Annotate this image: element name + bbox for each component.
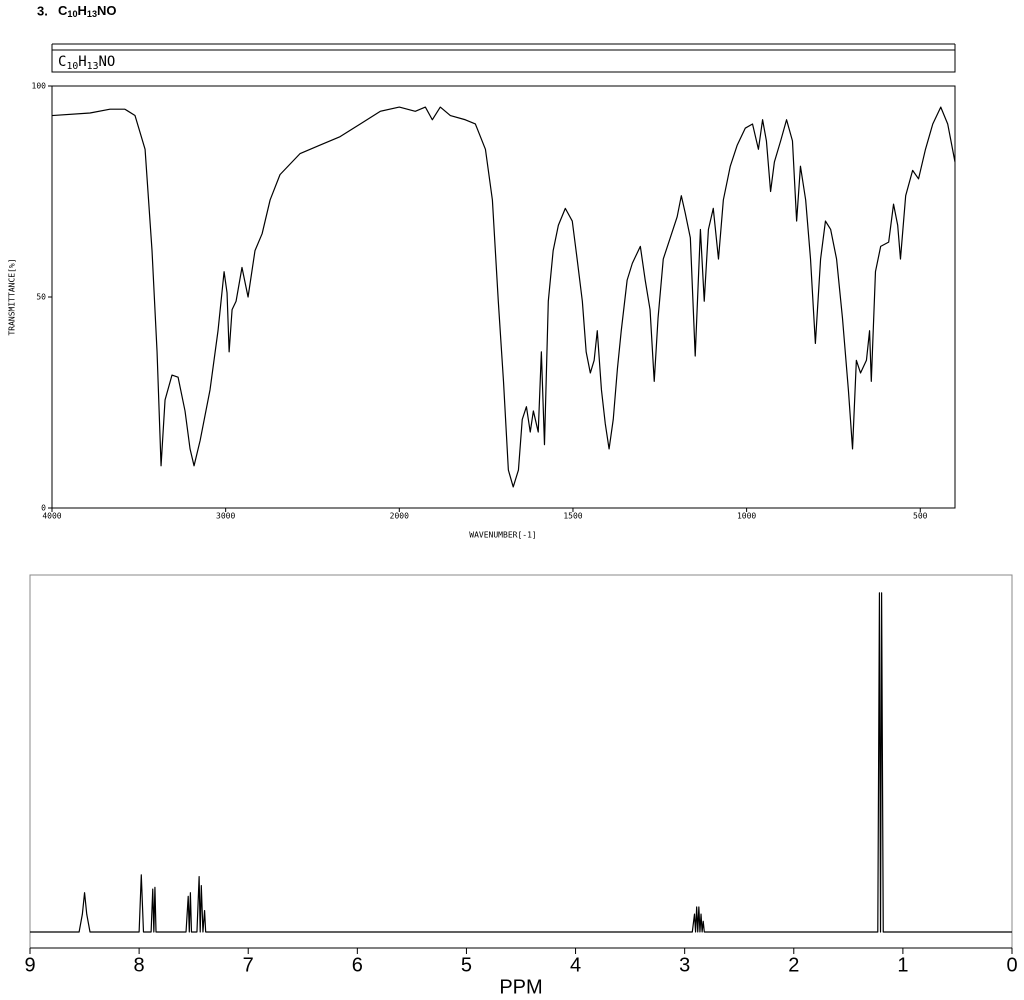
spectrum-line <box>30 592 1012 933</box>
x-tick-label: 6 <box>352 954 363 976</box>
ir-frame <box>51 85 956 509</box>
x-axis-label: PPM <box>499 976 542 998</box>
y-tick-label: 100 <box>32 82 47 91</box>
spectrum-line <box>51 106 956 488</box>
subscript: 13 <box>87 61 99 72</box>
x-tick-label: 7 <box>243 954 254 976</box>
nmr-frame <box>29 574 1013 949</box>
ir-title: C10H13NO <box>58 54 115 72</box>
formula-part: H <box>78 54 86 70</box>
x-tick-label: 4 <box>570 954 581 976</box>
formula-part: NO <box>98 54 115 70</box>
heading-formula: C10H13NO <box>58 3 117 19</box>
x-tick-label: 2000 <box>390 512 409 521</box>
y-tick-label: 50 <box>36 293 46 302</box>
formula-part: C <box>58 3 68 18</box>
x-axis-label: WAVENUMBER[-1] <box>469 531 536 540</box>
subscript: 10 <box>67 9 77 19</box>
formula-part: NO <box>97 3 117 18</box>
x-tick-label: 2 <box>788 954 799 976</box>
heading-number: 3. <box>37 3 48 18</box>
title-box <box>51 49 956 73</box>
x-tick-label: 1000 <box>737 512 756 521</box>
x-tick-label: 3000 <box>216 512 235 521</box>
x-tick-label: 3 <box>679 954 690 976</box>
x-tick-label: 5 <box>461 954 472 976</box>
x-tick-label: 1 <box>897 954 908 976</box>
formula-part: C <box>58 54 66 70</box>
x-tick-label: 1500 <box>563 512 582 521</box>
x-tick-label: 4000 <box>42 512 61 521</box>
x-tick-label: 0 <box>1006 954 1017 976</box>
x-tick-label: 8 <box>134 954 145 976</box>
subscript: 13 <box>87 9 97 19</box>
y-axis-label: TRANSMITTANCE[%] <box>8 258 17 335</box>
y-tick-label: 0 <box>41 504 46 513</box>
formula-part: H <box>78 3 87 18</box>
subscript: 10 <box>66 61 78 72</box>
x-tick-label: 500 <box>913 512 928 521</box>
x-tick-label: 9 <box>24 954 35 976</box>
